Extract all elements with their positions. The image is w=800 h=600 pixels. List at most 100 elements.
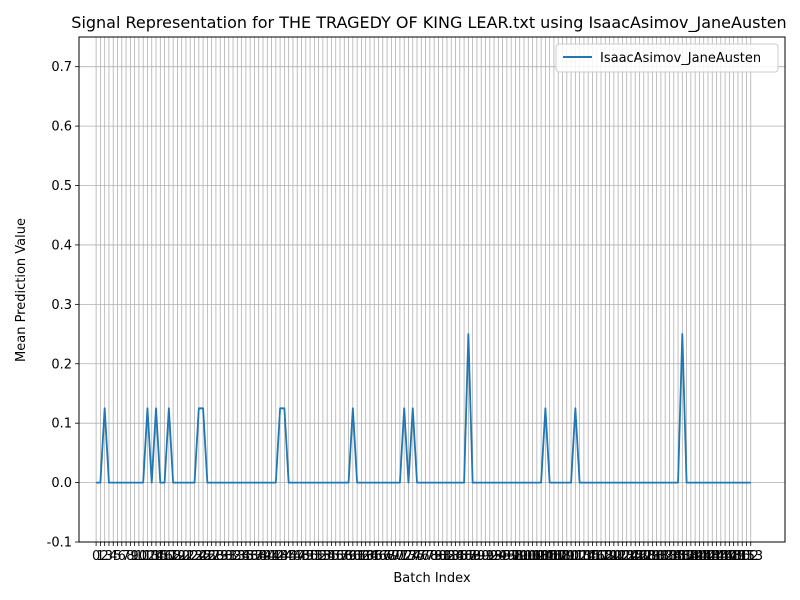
x-tick-label: 27 (203, 549, 220, 564)
x-tick-label: 34 (233, 549, 250, 564)
x-tick-label: 68 (379, 549, 396, 564)
x-tick-label: 30 (216, 549, 233, 564)
x-tick-label: 31 (220, 549, 237, 564)
x-axis-label: Batch Index (393, 571, 471, 586)
x-tick-label: 70 (387, 549, 404, 564)
x-tick-label: 14 (148, 549, 165, 564)
x-tick-label: 95 (494, 549, 511, 564)
x-tick-label: 115 (576, 549, 601, 564)
x-tick-label: 98 (507, 549, 524, 564)
x-tick-label: 35 (238, 549, 255, 564)
y-tick-label: 0.5 (51, 179, 72, 194)
x-tick-label: 114 (571, 549, 596, 564)
x-tick-label: 20 (173, 549, 190, 564)
x-tick-label: 82 (439, 549, 456, 564)
x-tick-label: 58 (336, 549, 353, 564)
x-tick-label: 94 (490, 549, 507, 564)
x-tick-label: 122 (606, 549, 631, 564)
x-tick-label: 87 (460, 549, 477, 564)
legend-label: IsaacAsimov_JaneAusten (600, 51, 761, 66)
x-tick-label: 17 (161, 549, 178, 564)
x-tick-label: 120 (597, 549, 622, 564)
legend: IsaacAsimov_JaneAusten (555, 43, 779, 73)
x-tick-label: 57 (332, 549, 349, 564)
x-tick-label: 60 (345, 549, 362, 564)
x-tick-label: 135 (661, 549, 686, 564)
x-tick-label: 142 (691, 549, 716, 564)
x-tick-label: 85 (452, 549, 469, 564)
x-tick-label: 59 (340, 549, 357, 564)
x-tick-label: 104 (529, 549, 554, 564)
x-tick-label: 40 (259, 549, 276, 564)
x-tick-label: 92 (481, 549, 498, 564)
x-tick-label: 139 (678, 549, 703, 564)
y-tick-label: 0.4 (51, 238, 72, 253)
x-tick-label: 29 (212, 549, 229, 564)
x-tick-label: 13 (143, 549, 160, 564)
x-tick-label: 28 (208, 549, 225, 564)
x-tick-label: 124 (614, 549, 639, 564)
x-tick-label: 151 (730, 549, 755, 564)
x-tick-label: 62 (353, 549, 370, 564)
x-tick-label: 32 (225, 549, 242, 564)
x-tick-label: 11 (135, 549, 152, 564)
x-tick-label: 5 (113, 549, 121, 564)
y-tick-label: 0.3 (51, 298, 72, 313)
x-tick-label: 100 (512, 549, 537, 564)
x-tick-label: 55 (323, 549, 340, 564)
x-tick-label: 117 (584, 549, 609, 564)
x-tick-label: 147 (713, 549, 738, 564)
x-tick-label: 73 (400, 549, 417, 564)
x-tick-label: 141 (687, 549, 712, 564)
x-tick-label: 10 (131, 549, 148, 564)
x-tick-label: 90 (473, 549, 490, 564)
x-tick-label: 145 (704, 549, 729, 564)
x-tick-label: 61 (349, 549, 366, 564)
x-tick-label: 119 (593, 549, 618, 564)
x-tick-label: 126 (623, 549, 648, 564)
x-tick-label: 9 (130, 549, 138, 564)
x-tick-label: 48 (293, 549, 310, 564)
x-tick-label: 125 (619, 549, 644, 564)
series-layer (96, 333, 751, 484)
x-tick-label: 47 (289, 549, 306, 564)
x-tick-label: 6 (118, 549, 126, 564)
x-tick-label: 108 (546, 549, 571, 564)
x-tick-label: 123 (610, 549, 635, 564)
x-tick-label: 112 (563, 549, 588, 564)
x-tick-label: 56 (327, 549, 344, 564)
x-tick-label: 1 (96, 549, 104, 564)
x-tick-label: 38 (250, 549, 267, 564)
x-tick-label: 143 (696, 549, 721, 564)
x-tick-label: 15 (152, 549, 169, 564)
x-tick-label: 71 (392, 549, 409, 564)
x-tick-label: 81 (434, 549, 451, 564)
x-tick-label: 118 (589, 549, 614, 564)
x-axis-ticks: 0123456789101112131415161718192021222324… (92, 542, 763, 564)
x-tick-label: 140 (683, 549, 708, 564)
x-tick-label: 86 (456, 549, 473, 564)
x-tick-label: 144 (700, 549, 725, 564)
x-tick-label: 91 (477, 549, 494, 564)
x-tick-label: 18 (165, 549, 182, 564)
y-axis-ticks: -0.1 0.0 0.1 0.2 0.3 0.4 0.5 0.6 0.7 (47, 60, 79, 551)
x-tick-label: 76 (413, 549, 430, 564)
x-tick-label: 52 (310, 549, 327, 564)
x-tick-label: 7 (122, 549, 130, 564)
x-tick-label: 45 (280, 549, 297, 564)
x-tick-label: 19 (169, 549, 186, 564)
plot-frame (78, 36, 786, 543)
legend-box (555, 43, 779, 73)
x-tick-label: 26 (199, 549, 216, 564)
x-tick-label: 65 (366, 549, 383, 564)
x-tick-label: 121 (601, 549, 626, 564)
x-tick-label: 97 (503, 549, 520, 564)
x-tick-label: 105 (533, 549, 558, 564)
x-tick-label: 79 (426, 549, 443, 564)
x-tick-label: 80 (430, 549, 447, 564)
x-tick-label: 39 (255, 549, 272, 564)
x-tick-label: 110 (554, 549, 579, 564)
x-tick-label: 64 (362, 549, 379, 564)
x-tick-label: 99 (511, 549, 528, 564)
